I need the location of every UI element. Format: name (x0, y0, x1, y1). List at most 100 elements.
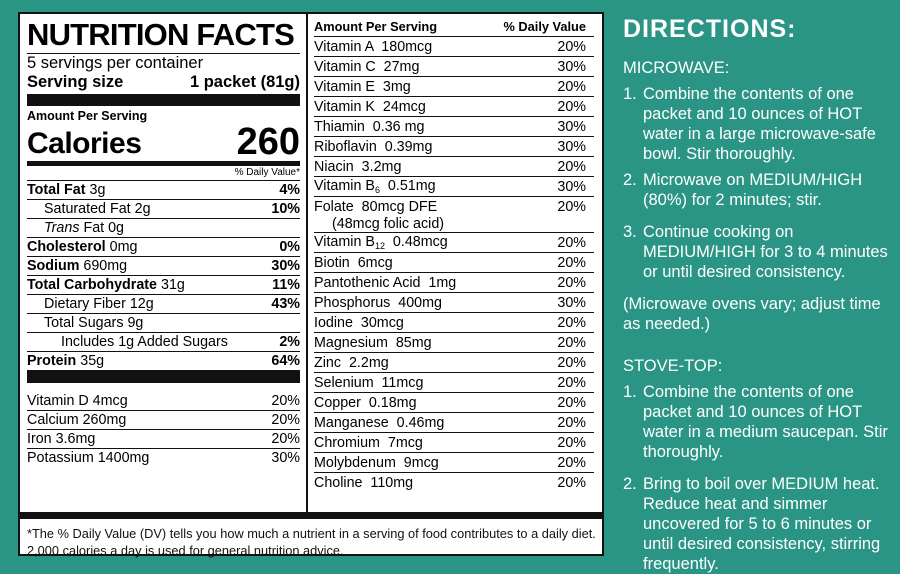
vitamin-row: Vitamin E 3mg 20% (314, 76, 594, 96)
vitamin-row: Choline 110mg 20% (314, 472, 594, 492)
nutrition-label: NUTRITION FACTS 5 servings per container… (18, 12, 604, 558)
vitamin-name: Riboflavin 0.39mg (314, 138, 433, 155)
microwave-step-2: 2. Microwave on MEDIUM/HIGH (80%) for 2 m… (623, 171, 863, 209)
vitamin-row: Copper 0.18mg 20% (314, 392, 594, 412)
vitamin-row: Vitamin K 24mcg 20% (314, 96, 594, 116)
thick-rule (27, 94, 300, 106)
vitamin-name: Biotin 6mcg (314, 254, 393, 271)
vitamin-dv: 20% (557, 414, 586, 431)
vitamin-dv: 30% (557, 294, 586, 311)
footnote: *The % Daily Value (DV) tells you how mu… (27, 526, 596, 558)
vitamin-dv: 30% (557, 138, 586, 155)
vitamin-name: Manganese 0.46mg (314, 414, 445, 431)
vitamin-dv: 30% (557, 118, 586, 135)
nutrient-row-protein: Protein 35g 64% (27, 351, 300, 369)
vitamin-dv: 20% (557, 474, 586, 491)
vitamin-dv: 20% (557, 38, 586, 55)
vitamin-name: Vitamin B12 0.48mcg (314, 234, 448, 251)
vitamin-dv: 30% (557, 178, 586, 195)
vitamin-name: Pantothenic Acid 1mg (314, 274, 457, 291)
vitamin-name: Thiamin 0.36 mg (314, 118, 425, 135)
vitamin-row: Vitamin C 27mg 30% (314, 56, 594, 76)
vitamin-name: Niacin 3.2mg (314, 158, 402, 175)
vitamin-dv: 20% (557, 199, 586, 215)
dv-header: % Daily Value* (234, 167, 300, 178)
column-divider (306, 14, 308, 512)
vitamin-dv: 20% (557, 454, 586, 471)
vitamin-dv: 20% (557, 158, 586, 175)
vitamin-dv: 20% (557, 254, 586, 271)
directions-panel: DIRECTIONS: MICROWAVE: 1. Combine the con… (623, 14, 893, 574)
nutrient-row-dietary-fiber: Dietary Fiber 12g 43% (27, 294, 300, 313)
vitamin-row: Thiamin 0.36 mg 30% (314, 116, 594, 136)
calories-row: Calories 260 (27, 121, 300, 163)
vitamin-dv: 20% (557, 98, 586, 115)
vitamin-name: Chromium 7mcg (314, 434, 423, 451)
calories-value: 260 (236, 121, 300, 163)
vitamin-row: Phosphorus 400mg 30% (314, 292, 594, 312)
footnote-rule (20, 512, 602, 519)
serving-size: Serving size 1 packet (81g) (27, 72, 300, 92)
nutrient-row-total-carbohydrate: Total Carbohydrate 31g 11% (27, 275, 300, 293)
vitamin-name: Choline 110mg (314, 474, 414, 491)
nutrient-row-total-fat: Total Fat 3g 4% (27, 180, 300, 198)
vitamin-dv: 20% (557, 314, 586, 331)
vitamin-dv: 20% (557, 354, 586, 371)
vitamin-row: Vitamin A 180mcg 20% (314, 36, 594, 56)
vitamin-dv: 20% (557, 394, 586, 411)
vitamin-name: Vitamin K 24mcg (314, 98, 426, 115)
calories-label: Calories (27, 127, 142, 160)
label-title: NUTRITION FACTS (27, 17, 295, 52)
microwave-step-3: 3. Continue cooking on MEDIUM/HIGH for 3 … (623, 223, 888, 281)
vitamin-row: Magnesium 85mg 20% (314, 332, 594, 352)
vitamin-list: Vitamin A 180mcg 20% Vitamin C 27mg 30% Vita… (314, 36, 594, 492)
vitamin-dv: 20% (557, 434, 586, 451)
mineral-row-vitamin-d: Vitamin D 4mcg 20% (27, 392, 300, 409)
mineral-row-potassium: Potassium 1400mg 30% (27, 448, 300, 466)
vitamin-name: Vitamin B6 0.51mg (314, 178, 436, 195)
vitamin-name: Zinc 2.2mg (314, 354, 389, 371)
vitamin-row: Iodine 30mcg 20% (314, 312, 594, 332)
mineral-row-iron: Iron 3.6mg 20% (27, 429, 300, 447)
vitamin-row: Niacin 3.2mg 20% (314, 156, 594, 176)
vitamin-dv: 20% (557, 274, 586, 291)
vitamin-row: Vitamin B12 0.48mcg 20% (314, 232, 594, 252)
vitamin-name: Vitamin C 27mg (314, 58, 420, 75)
serving-size-label: Serving size (27, 73, 124, 91)
vitamin-name: Molybdenum 9mcg (314, 454, 439, 471)
serving-size-value: 1 packet (81g) (189, 73, 300, 91)
nutrient-row-total-sugars: Total Sugars 9g (27, 313, 300, 332)
microwave-step-1: 1. Combine the contents of one packet and… (623, 85, 876, 163)
vitamin-row: Zinc 2.2mg 20% (314, 352, 594, 372)
title-rule (27, 53, 300, 54)
right-header: Amount Per Serving % Daily Value (314, 19, 586, 34)
vitamin-row: Pantothenic Acid 1mg 20% (314, 272, 594, 292)
vitamin-name: Iodine 30mcg (314, 314, 404, 331)
vitamin-dv: 30% (557, 58, 586, 75)
microwave-heading: MICROWAVE: (623, 59, 730, 77)
vitamin-row: Riboflavin 0.39mg 30% (314, 136, 594, 156)
vitamin-row: Biotin 6mcg 20% (314, 252, 594, 272)
nutrient-row-trans-fat: Trans Fat 0g (27, 218, 300, 237)
vitamin-name: Selenium 11mcg (314, 374, 424, 391)
vitamin-row: Manganese 0.46mg 20% (314, 412, 594, 432)
vitamin-row: Folate 80mcg DFE (48mcg folic acid) 20% (314, 196, 594, 232)
nutrient-row-sodium: Sodium 690mg 30% (27, 256, 300, 274)
vitamin-row: Chromium 7mcg 20% (314, 432, 594, 452)
vitamin-dv: 20% (557, 78, 586, 95)
directions-title: DIRECTIONS: (623, 15, 797, 43)
vitamin-row: Selenium 11mcg 20% (314, 372, 594, 392)
vitamin-dv: 20% (557, 374, 586, 391)
servings-per-container: 5 servings per container (27, 54, 204, 72)
vitamin-dv: 20% (557, 334, 586, 351)
nutrient-row-added-sugars: Includes 1g Added Sugars 2% (27, 332, 300, 351)
nutrient-row-saturated-fat: Saturated Fat 2g 10% (27, 199, 300, 218)
vitamin-row: Vitamin B6 0.51mg 30% (314, 176, 594, 196)
vitamin-name: Folate 80mcg DFE (48mcg folic acid) (314, 199, 445, 232)
label-left-column: NUTRITION FACTS 5 servings per container… (27, 18, 300, 512)
amount-per-serving: Amount Per Serving (27, 109, 148, 123)
vitamin-name: Magnesium 85mg (314, 334, 432, 351)
nutrient-row-cholesterol: Cholesterol 0mg 0% (27, 237, 300, 255)
protein-rule (27, 370, 300, 383)
microwave-note: (Microwave ovens vary; adjust time as ne… (623, 295, 881, 333)
